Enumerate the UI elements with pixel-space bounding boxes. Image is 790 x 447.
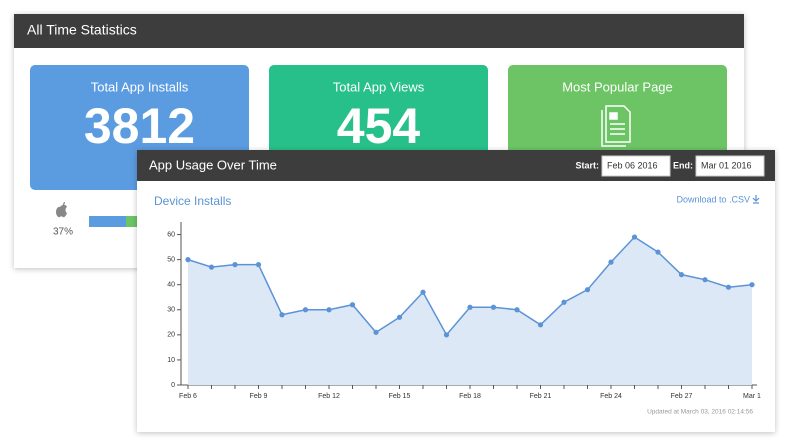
card-header [14,14,744,48]
y-tick-label: 0 [171,382,175,389]
point [749,282,755,288]
start-input[interactable] [601,155,671,177]
x-tick-label: Feb 9 [250,393,268,400]
end-value: Mar 01 2016 [701,160,752,170]
y-tick-label: 20 [167,332,175,339]
point [608,259,614,265]
point [655,249,661,255]
start-value: Feb 06 2016 [607,160,658,170]
point [631,234,638,240]
apple-icon [56,202,67,218]
area [188,237,752,385]
y-tick-label: 40 [167,282,175,289]
point [443,332,450,338]
point [467,304,473,310]
point [232,262,238,268]
x-tick-label: Feb 15 [389,393,411,400]
point [208,264,215,270]
tile-label: Most Popular Page [562,79,673,94]
x-tick-label: Feb 18 [459,393,481,400]
point [678,272,685,278]
tile-value: 3812 [84,98,195,154]
share-label: 37% [53,227,73,238]
point [302,307,309,313]
card-title: App Usage Over Time [149,157,277,172]
chart: 0 10 20 30 40 50 60 Feb 6 Feb 9 Feb 12 Feb 15 Feb 1… [167,222,761,400]
point [396,314,403,320]
card-title: All Time Statistics [27,22,137,38]
y-tick-label: 10 [167,357,175,364]
x-tick-label: Mar 1 [743,393,761,400]
tile-label: Total App Views [333,79,425,94]
point [584,287,591,293]
point [373,329,379,335]
point [537,322,544,328]
point [326,307,332,313]
usage-card: App Usage Over Time Start: Feb 06 2016 E… [137,150,775,432]
x-tick-label: Feb 21 [530,393,552,400]
y-tick-label: 60 [167,231,175,238]
page-icon [601,105,631,147]
tile-value: 454 [337,98,421,154]
end-input[interactable] [695,155,765,177]
download-icon[interactable] [752,195,760,204]
x-tick-label: Feb 6 [179,393,197,400]
tile-label: Total App Installs [91,79,189,94]
y-tick-label: 30 [167,307,175,314]
point [255,262,262,268]
point [349,302,356,308]
point [561,299,567,305]
x-tick-label: Feb 24 [600,393,622,400]
start-label: Start: [575,160,599,170]
point [725,284,732,290]
point [490,304,497,310]
point [514,307,520,313]
point [279,312,285,318]
point [185,257,191,263]
updated-note: Updated at March 03, 2016 02:14:56 [647,409,753,416]
chart-title: Device Installs [154,194,231,208]
point [420,289,426,295]
share-bar [89,216,126,227]
y-tick-label: 50 [167,256,175,263]
x-tick-label: Feb 27 [671,393,693,400]
end-label: End: [673,160,693,170]
download-link[interactable]: Download to .CSV [676,194,750,204]
point [702,277,708,283]
x-tick-label: Feb 12 [318,393,340,400]
